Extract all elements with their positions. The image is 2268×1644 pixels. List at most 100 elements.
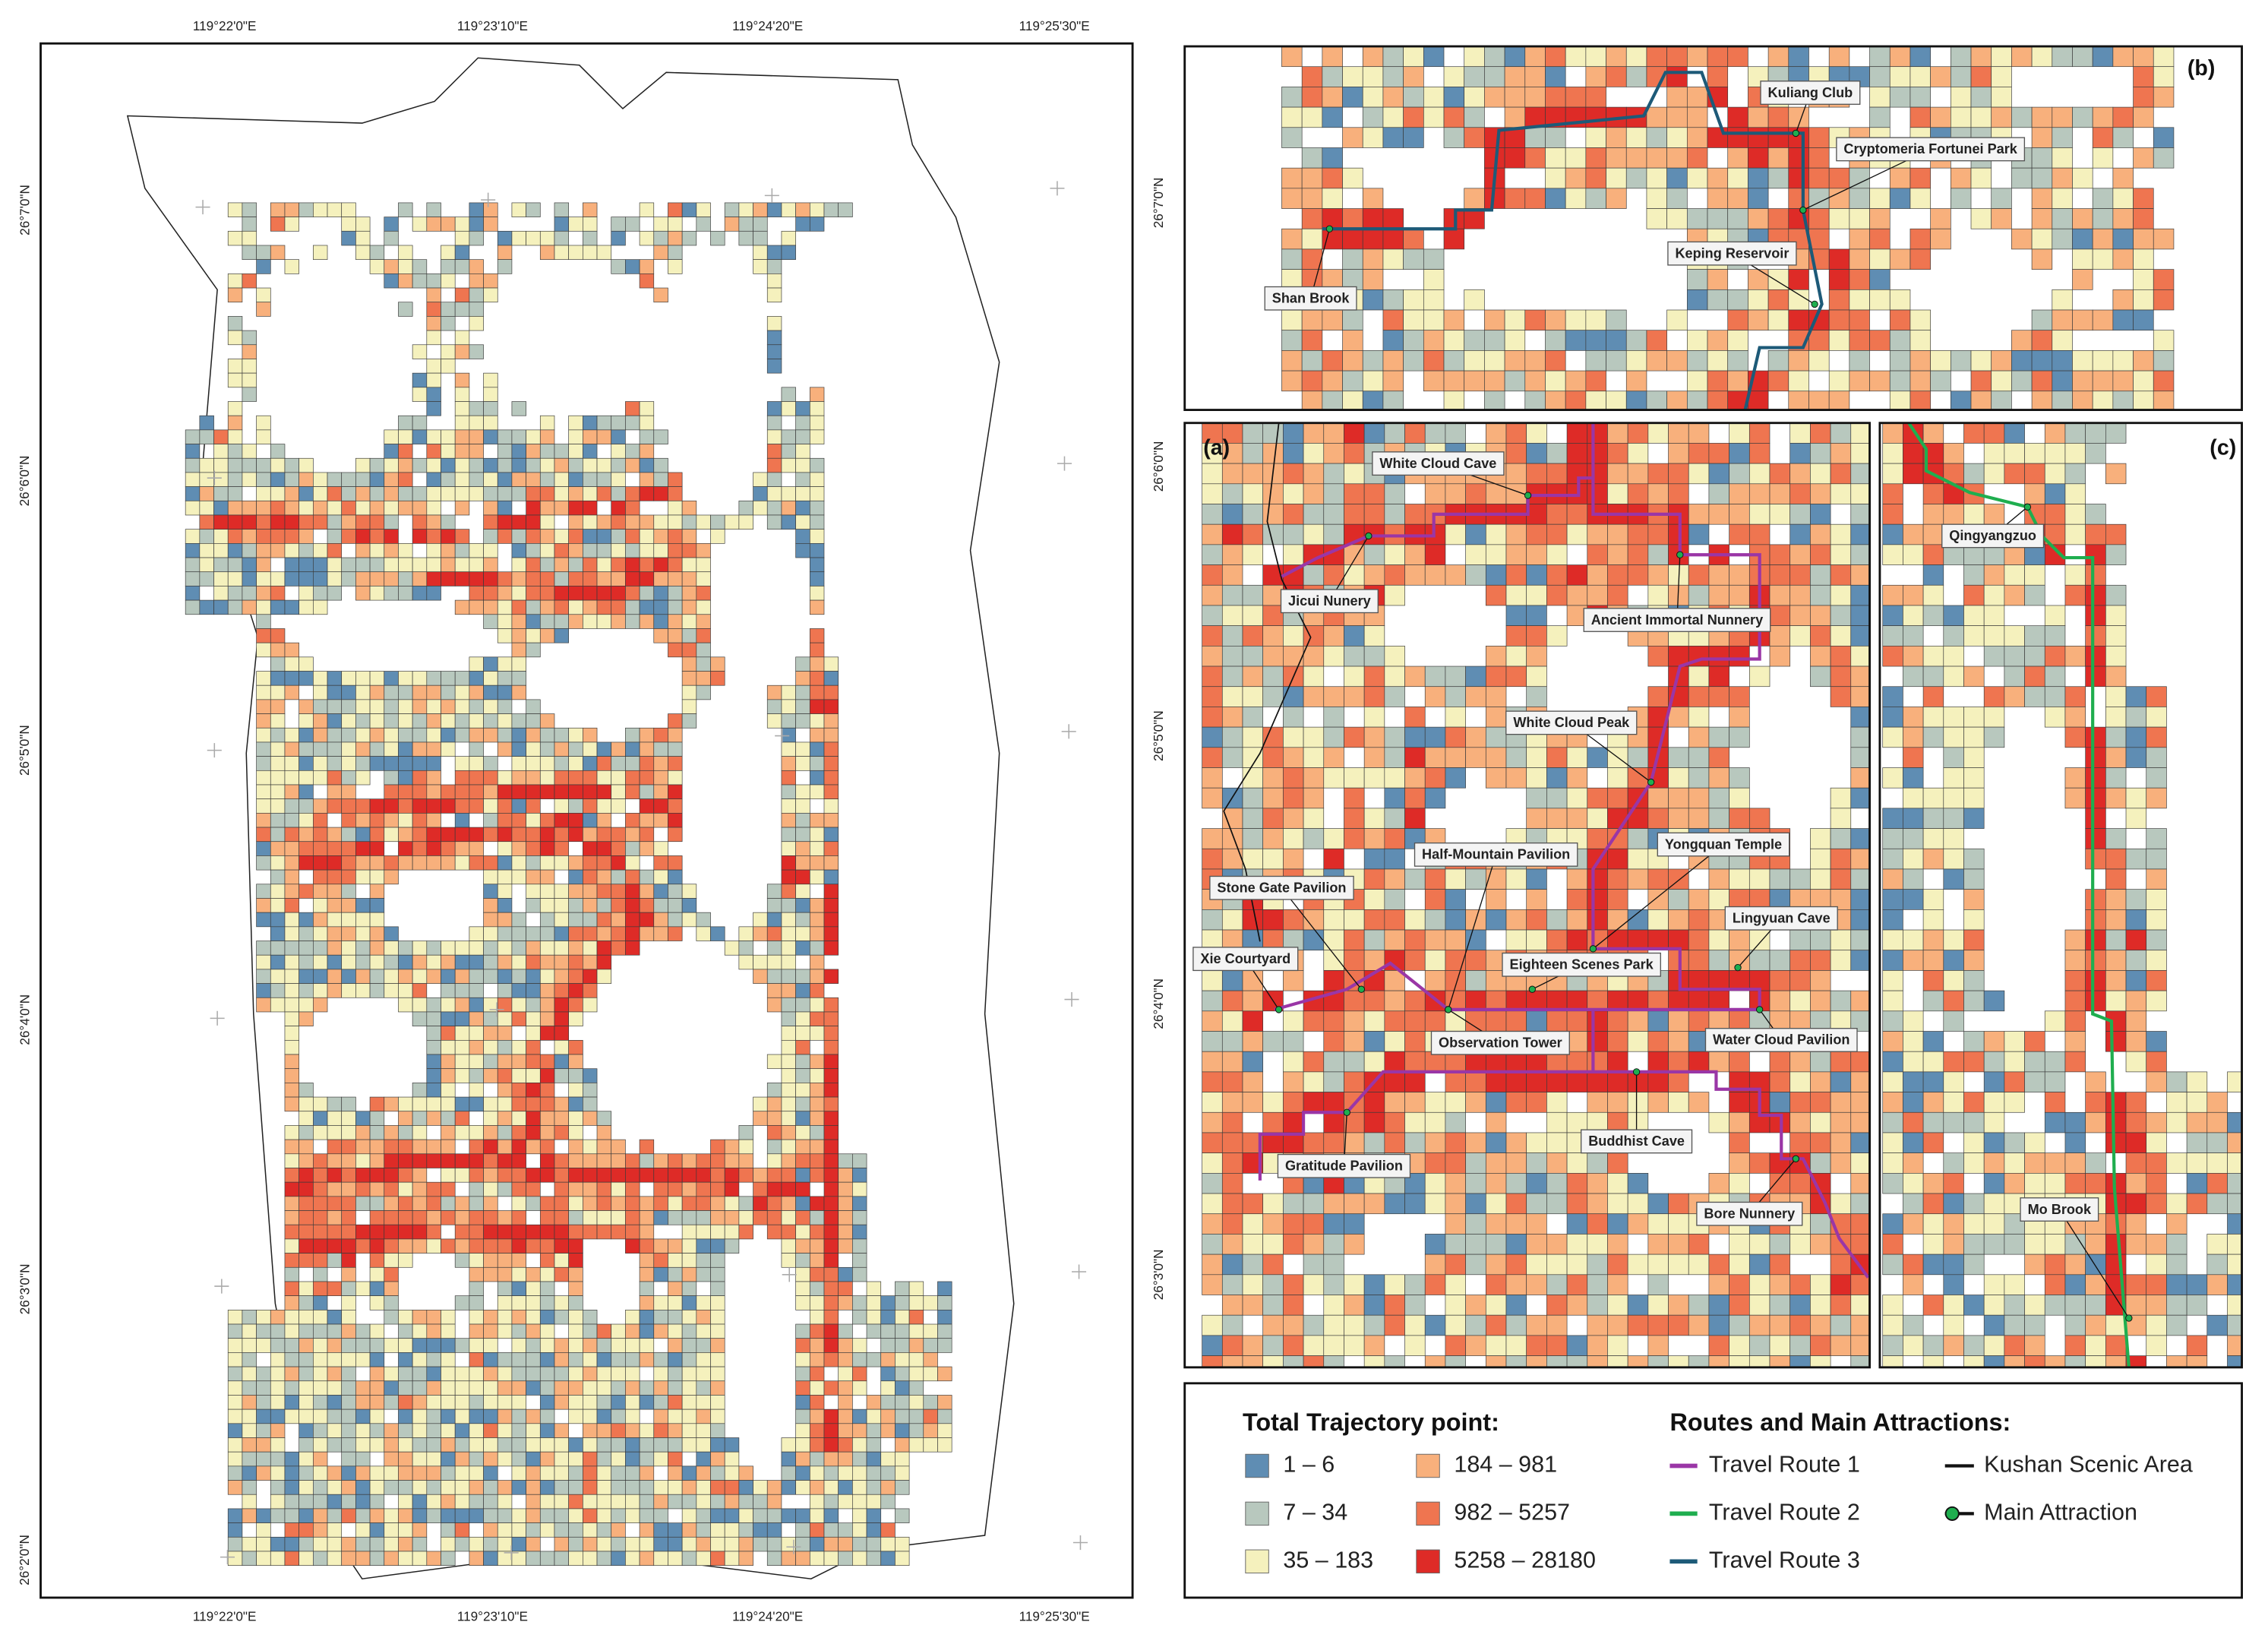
grid-cell bbox=[1524, 106, 1546, 128]
grid-cell bbox=[1587, 1173, 1608, 1194]
grid-cell bbox=[795, 926, 810, 941]
grid-cell bbox=[341, 954, 356, 970]
grid-cell bbox=[710, 1323, 725, 1339]
grid-cell bbox=[596, 1536, 612, 1552]
grid-cell bbox=[1546, 1152, 1568, 1174]
grid-cell bbox=[412, 813, 428, 828]
grid-cell bbox=[511, 1096, 526, 1112]
grid-cell bbox=[227, 401, 243, 416]
grid-cell bbox=[454, 1238, 470, 1254]
grid-cell bbox=[1587, 909, 1608, 931]
grid-cell bbox=[1909, 188, 1931, 209]
grid-cell bbox=[284, 486, 299, 501]
grid-cell bbox=[866, 1480, 882, 1495]
grid-cell bbox=[526, 770, 541, 786]
grid-cell bbox=[583, 429, 598, 444]
grid-cell bbox=[341, 571, 356, 586]
grid-cell bbox=[1850, 707, 1870, 728]
grid-cell bbox=[454, 997, 470, 1013]
grid-cell bbox=[1607, 767, 1628, 789]
grid-cell bbox=[1202, 605, 1223, 626]
grid-cell bbox=[1526, 868, 1547, 890]
grid-cell bbox=[1607, 1295, 1628, 1316]
grid-cell bbox=[639, 869, 655, 885]
grid-cell bbox=[511, 1465, 526, 1481]
grid-cell bbox=[710, 1352, 725, 1367]
grid-cell bbox=[412, 1494, 428, 1510]
grid-cell bbox=[1202, 726, 1223, 748]
grid-cell bbox=[554, 1026, 569, 1041]
grid-cell bbox=[526, 628, 541, 643]
grid-cell bbox=[369, 1139, 385, 1155]
grid-cell bbox=[299, 1096, 314, 1112]
grid-cell bbox=[1930, 228, 1951, 250]
grid-cell bbox=[838, 1196, 853, 1211]
grid-cell bbox=[625, 1408, 640, 1424]
grid-cell bbox=[213, 557, 229, 573]
grid-cell bbox=[497, 486, 513, 501]
grid-cell bbox=[398, 1210, 413, 1225]
grid-cell bbox=[583, 1395, 598, 1410]
grid-cell bbox=[1627, 1254, 1649, 1276]
grid-cell bbox=[1688, 726, 1710, 748]
grid-cell bbox=[653, 1451, 668, 1467]
grid-cell bbox=[313, 1238, 328, 1254]
grid-cell bbox=[1363, 747, 1385, 768]
grid-cell bbox=[1242, 1213, 1264, 1235]
grid-cell bbox=[398, 798, 413, 814]
grid-cell bbox=[1505, 1213, 1527, 1235]
grid-cell bbox=[1322, 350, 1343, 371]
grid-cell bbox=[1668, 1071, 1689, 1092]
grid-cell bbox=[2146, 726, 2167, 748]
grid-cell bbox=[1646, 147, 1667, 169]
grid-cell bbox=[1909, 228, 1931, 250]
grid-cell bbox=[823, 1266, 839, 1282]
leader-line bbox=[1281, 887, 1362, 990]
grid-cell bbox=[539, 756, 555, 771]
grid-cell bbox=[852, 1210, 867, 1225]
grid-cell bbox=[1882, 463, 1903, 485]
grid-cell bbox=[1323, 726, 1344, 748]
grid-cell bbox=[1424, 1152, 1446, 1174]
grid-cell bbox=[696, 1338, 711, 1353]
grid-cell bbox=[611, 614, 626, 629]
grid-cell bbox=[526, 1139, 541, 1155]
grid-cell bbox=[823, 784, 839, 800]
grid-cell bbox=[270, 245, 286, 260]
grid-cell bbox=[313, 1323, 328, 1339]
grid-cell bbox=[539, 1494, 555, 1510]
grid-cell bbox=[1748, 390, 1769, 410]
grid-cell bbox=[1445, 1111, 1466, 1133]
grid-cell bbox=[1362, 127, 1384, 148]
grid-cell bbox=[696, 912, 711, 928]
grid-cell bbox=[284, 1338, 299, 1353]
grid-cell bbox=[681, 1210, 697, 1225]
grid-cell bbox=[653, 1196, 668, 1211]
grid-cell bbox=[809, 671, 825, 686]
grid-cell bbox=[568, 1508, 583, 1523]
grid-cell bbox=[1221, 1234, 1243, 1255]
grid-cell bbox=[426, 1153, 441, 1168]
grid-cell bbox=[1443, 370, 1465, 392]
grid-cell bbox=[2125, 990, 2147, 1012]
grid-cell bbox=[539, 898, 555, 913]
grid-cell bbox=[185, 472, 201, 487]
grid-cell bbox=[1262, 1132, 1284, 1153]
grid-cell bbox=[469, 1054, 484, 1070]
grid-cell bbox=[1769, 625, 1791, 647]
grid-cell bbox=[1485, 909, 1507, 931]
grid-cell bbox=[341, 1480, 356, 1495]
grid-cell bbox=[823, 841, 839, 856]
grid-cell bbox=[242, 1380, 257, 1396]
grid-cell bbox=[668, 898, 683, 913]
grid-cell bbox=[710, 1338, 725, 1353]
grid-cell bbox=[441, 1068, 456, 1083]
grid-cell bbox=[809, 457, 825, 473]
grid-cell bbox=[369, 1153, 385, 1168]
grid-cell bbox=[1882, 422, 1903, 444]
grid-cell bbox=[696, 1310, 711, 1325]
label-box bbox=[1724, 906, 1838, 931]
grid-cell bbox=[355, 855, 371, 871]
grid-cell bbox=[1283, 1193, 1304, 1215]
grid-cell bbox=[454, 1395, 470, 1410]
